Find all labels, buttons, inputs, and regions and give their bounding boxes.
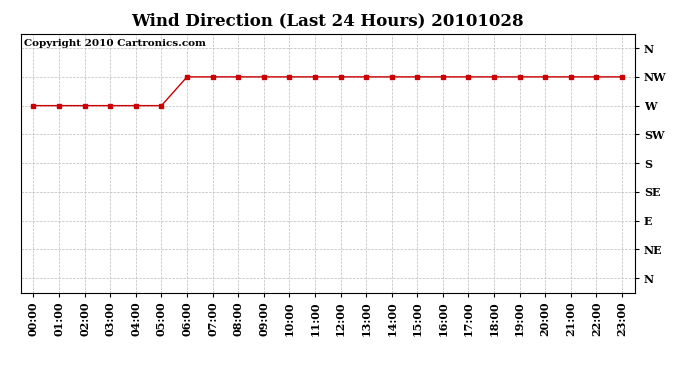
Text: Copyright 2010 Cartronics.com: Copyright 2010 Cartronics.com (23, 39, 206, 48)
Title: Wind Direction (Last 24 Hours) 20101028: Wind Direction (Last 24 Hours) 20101028 (131, 12, 524, 29)
